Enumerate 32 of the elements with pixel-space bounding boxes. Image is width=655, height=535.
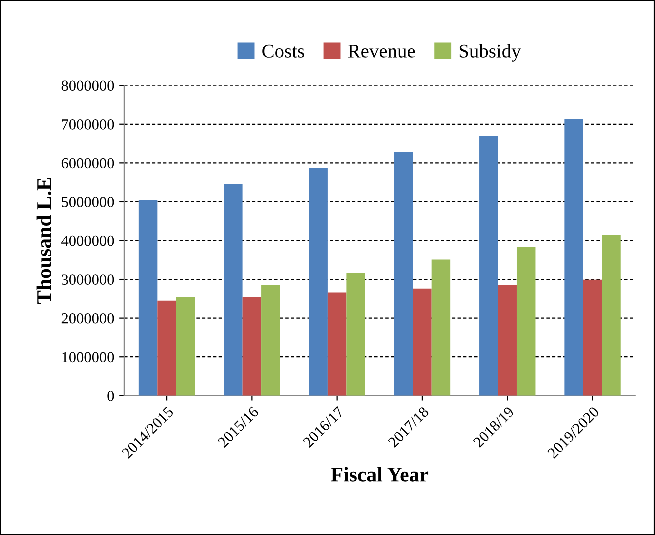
bar xyxy=(262,284,280,396)
bar xyxy=(242,296,262,396)
bar xyxy=(138,200,158,396)
bar xyxy=(432,260,451,396)
x-axis-title: Fiscal Year xyxy=(331,467,429,482)
y-tick-label: 1000000 xyxy=(62,352,114,363)
legend-label: Revenue xyxy=(348,44,416,58)
bar xyxy=(413,288,432,396)
y-tick-label: 6000000 xyxy=(62,158,114,169)
bar xyxy=(498,284,517,396)
bar xyxy=(176,296,196,396)
y-tick-label: 5000000 xyxy=(62,197,114,208)
legend-label: Costs xyxy=(262,44,304,58)
bar xyxy=(328,292,347,396)
y-tick-label: 8000000 xyxy=(62,80,114,92)
bar xyxy=(309,168,328,396)
bar xyxy=(564,119,584,396)
y-axis-title: Thousand L.E xyxy=(36,178,52,304)
bar xyxy=(480,136,498,396)
y-tick-label: 4000000 xyxy=(62,236,114,246)
y-tick-label: 7000000 xyxy=(62,120,114,130)
bar xyxy=(394,152,414,396)
bar xyxy=(158,300,176,396)
bar xyxy=(583,280,602,396)
bar xyxy=(516,247,536,396)
bar xyxy=(602,235,621,396)
y-tick-label: 0 xyxy=(108,391,114,402)
bar xyxy=(224,184,243,396)
bar xyxy=(346,272,366,396)
y-tick-label: 2000000 xyxy=(62,313,114,324)
y-tick-label: 3000000 xyxy=(62,274,114,285)
legend-label: Subsidy xyxy=(460,44,522,62)
